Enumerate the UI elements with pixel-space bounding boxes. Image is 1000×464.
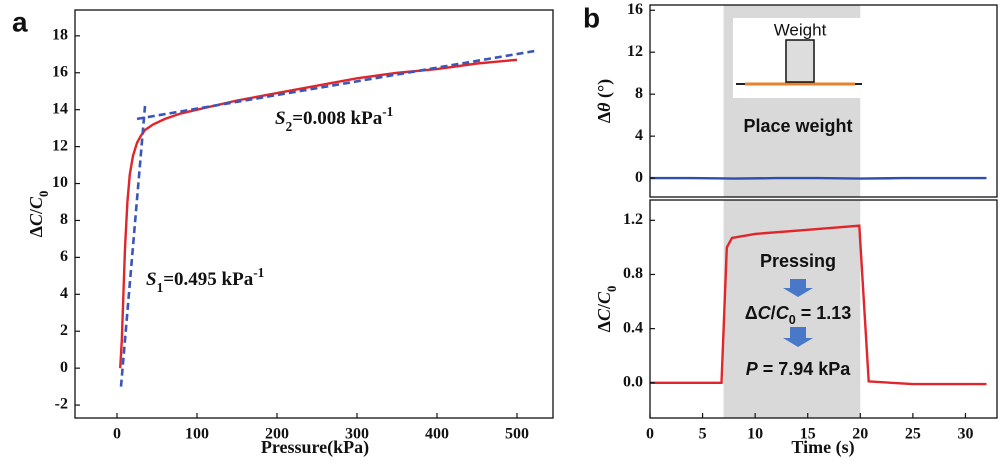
x-tick-label: 25 bbox=[905, 426, 921, 443]
plot-frame bbox=[74, 9, 554, 419]
y-tick-label: 1.2 bbox=[623, 211, 643, 228]
text-run: 0 bbox=[605, 286, 619, 292]
y-tick-label: 0 bbox=[635, 169, 643, 186]
text-run: Δ bbox=[745, 303, 758, 323]
y-tick-label: 2 bbox=[60, 322, 68, 339]
x-tick-label: 500 bbox=[505, 426, 529, 443]
text-run: C bbox=[26, 213, 46, 226]
text-run: C bbox=[776, 303, 790, 323]
text-run: -1 bbox=[253, 265, 264, 280]
y-tick-label: 4 bbox=[635, 127, 643, 144]
x-tick-label: 30 bbox=[957, 426, 973, 443]
x-tick-label: 300 bbox=[345, 426, 369, 443]
annotation: Place weight bbox=[743, 116, 852, 136]
data-line bbox=[119, 58, 518, 369]
y-tick-label: 6 bbox=[60, 248, 68, 265]
y-tick-label: 12 bbox=[52, 137, 68, 154]
x-axis-label: Time (s) bbox=[791, 437, 854, 458]
y-tick-label: 16 bbox=[52, 63, 68, 80]
text-run: C bbox=[594, 308, 614, 321]
y-tick-label: 16 bbox=[627, 1, 643, 18]
y-axis-label: Δθ (°) bbox=[594, 79, 615, 123]
text-run: =0.008 kPa bbox=[292, 108, 382, 129]
text-run: P bbox=[746, 359, 759, 379]
text-run: =0.495 kPa bbox=[163, 269, 253, 290]
y-tick-label: 0 bbox=[60, 359, 68, 376]
annotation: P = 7.94 kPa bbox=[746, 359, 852, 379]
text-run: -1 bbox=[382, 104, 393, 119]
text-run: / bbox=[771, 303, 776, 323]
text-run: / bbox=[594, 303, 614, 310]
text-run: θ bbox=[594, 102, 614, 112]
text-run: 0 bbox=[789, 313, 796, 327]
y-tick-label: 18 bbox=[52, 27, 68, 44]
x-tick-label: 5 bbox=[699, 426, 707, 443]
y-tick-label: 0.4 bbox=[623, 319, 643, 336]
annotation: S1=0.495 kPa-1 bbox=[146, 265, 264, 295]
annotation: S2=0.008 kPa-1 bbox=[275, 104, 393, 134]
x-axis-label: Pressure(kPa) bbox=[261, 437, 369, 458]
annotation: Pressing bbox=[760, 251, 836, 271]
text-run: C bbox=[594, 291, 614, 304]
text-run: C bbox=[26, 196, 46, 209]
y-tick-label: 0.8 bbox=[623, 265, 643, 282]
panel-label: a bbox=[12, 6, 28, 37]
data-line bbox=[650, 224, 987, 386]
x-tick-label: 0 bbox=[113, 426, 121, 443]
data-line bbox=[119, 105, 147, 387]
inset-label: Weight bbox=[774, 20, 827, 39]
x-tick-label: 10 bbox=[747, 426, 763, 443]
y-tick-label: 8 bbox=[635, 85, 643, 102]
data-line bbox=[136, 49, 538, 121]
text-run: Δ bbox=[594, 112, 614, 123]
text-run: 1 bbox=[157, 280, 164, 295]
plot-frame bbox=[649, 4, 998, 198]
down-arrow bbox=[783, 327, 813, 347]
text-run: = 1.13 bbox=[796, 303, 852, 323]
text-run: Place weight bbox=[743, 116, 852, 136]
plot-frame bbox=[649, 199, 998, 419]
panel-label: b bbox=[583, 2, 600, 33]
x-tick-label: 100 bbox=[185, 426, 209, 443]
x-tick-label: 15 bbox=[800, 426, 816, 443]
text-run: C bbox=[758, 303, 772, 323]
annotation: ΔC/C0 = 1.13 bbox=[745, 303, 852, 328]
y-tick-label: 4 bbox=[60, 285, 68, 302]
y-tick-label: 0.0 bbox=[623, 373, 643, 390]
y-tick-label: 10 bbox=[52, 174, 68, 191]
text-run: 0 bbox=[37, 191, 51, 197]
y-tick-label: -2 bbox=[55, 396, 68, 413]
y-axis-label: ΔC/C0 bbox=[26, 191, 51, 238]
data-line bbox=[650, 176, 987, 180]
text-run: Δ bbox=[26, 226, 46, 237]
text-run: = 7.94 kPa bbox=[758, 359, 852, 379]
text-run: / bbox=[26, 208, 46, 215]
y-tick-label: 14 bbox=[52, 100, 68, 117]
x-tick-label: 200 bbox=[265, 426, 289, 443]
x-tick-label: 0 bbox=[646, 426, 654, 443]
text-run: Δ bbox=[594, 321, 614, 332]
y-tick-label: 8 bbox=[60, 211, 68, 228]
x-tick-label: 400 bbox=[425, 426, 449, 443]
down-arrow bbox=[783, 279, 813, 297]
y-axis-label: ΔC/C0 bbox=[594, 286, 619, 333]
text-run: (°) bbox=[594, 79, 615, 103]
text-run: S bbox=[146, 269, 157, 290]
text-run: S bbox=[275, 108, 286, 129]
text-run: 2 bbox=[286, 119, 293, 134]
x-tick-label: 20 bbox=[852, 426, 868, 443]
text-run: Pressing bbox=[760, 251, 836, 271]
y-tick-label: 12 bbox=[627, 43, 643, 60]
inset-weight bbox=[785, 39, 815, 83]
